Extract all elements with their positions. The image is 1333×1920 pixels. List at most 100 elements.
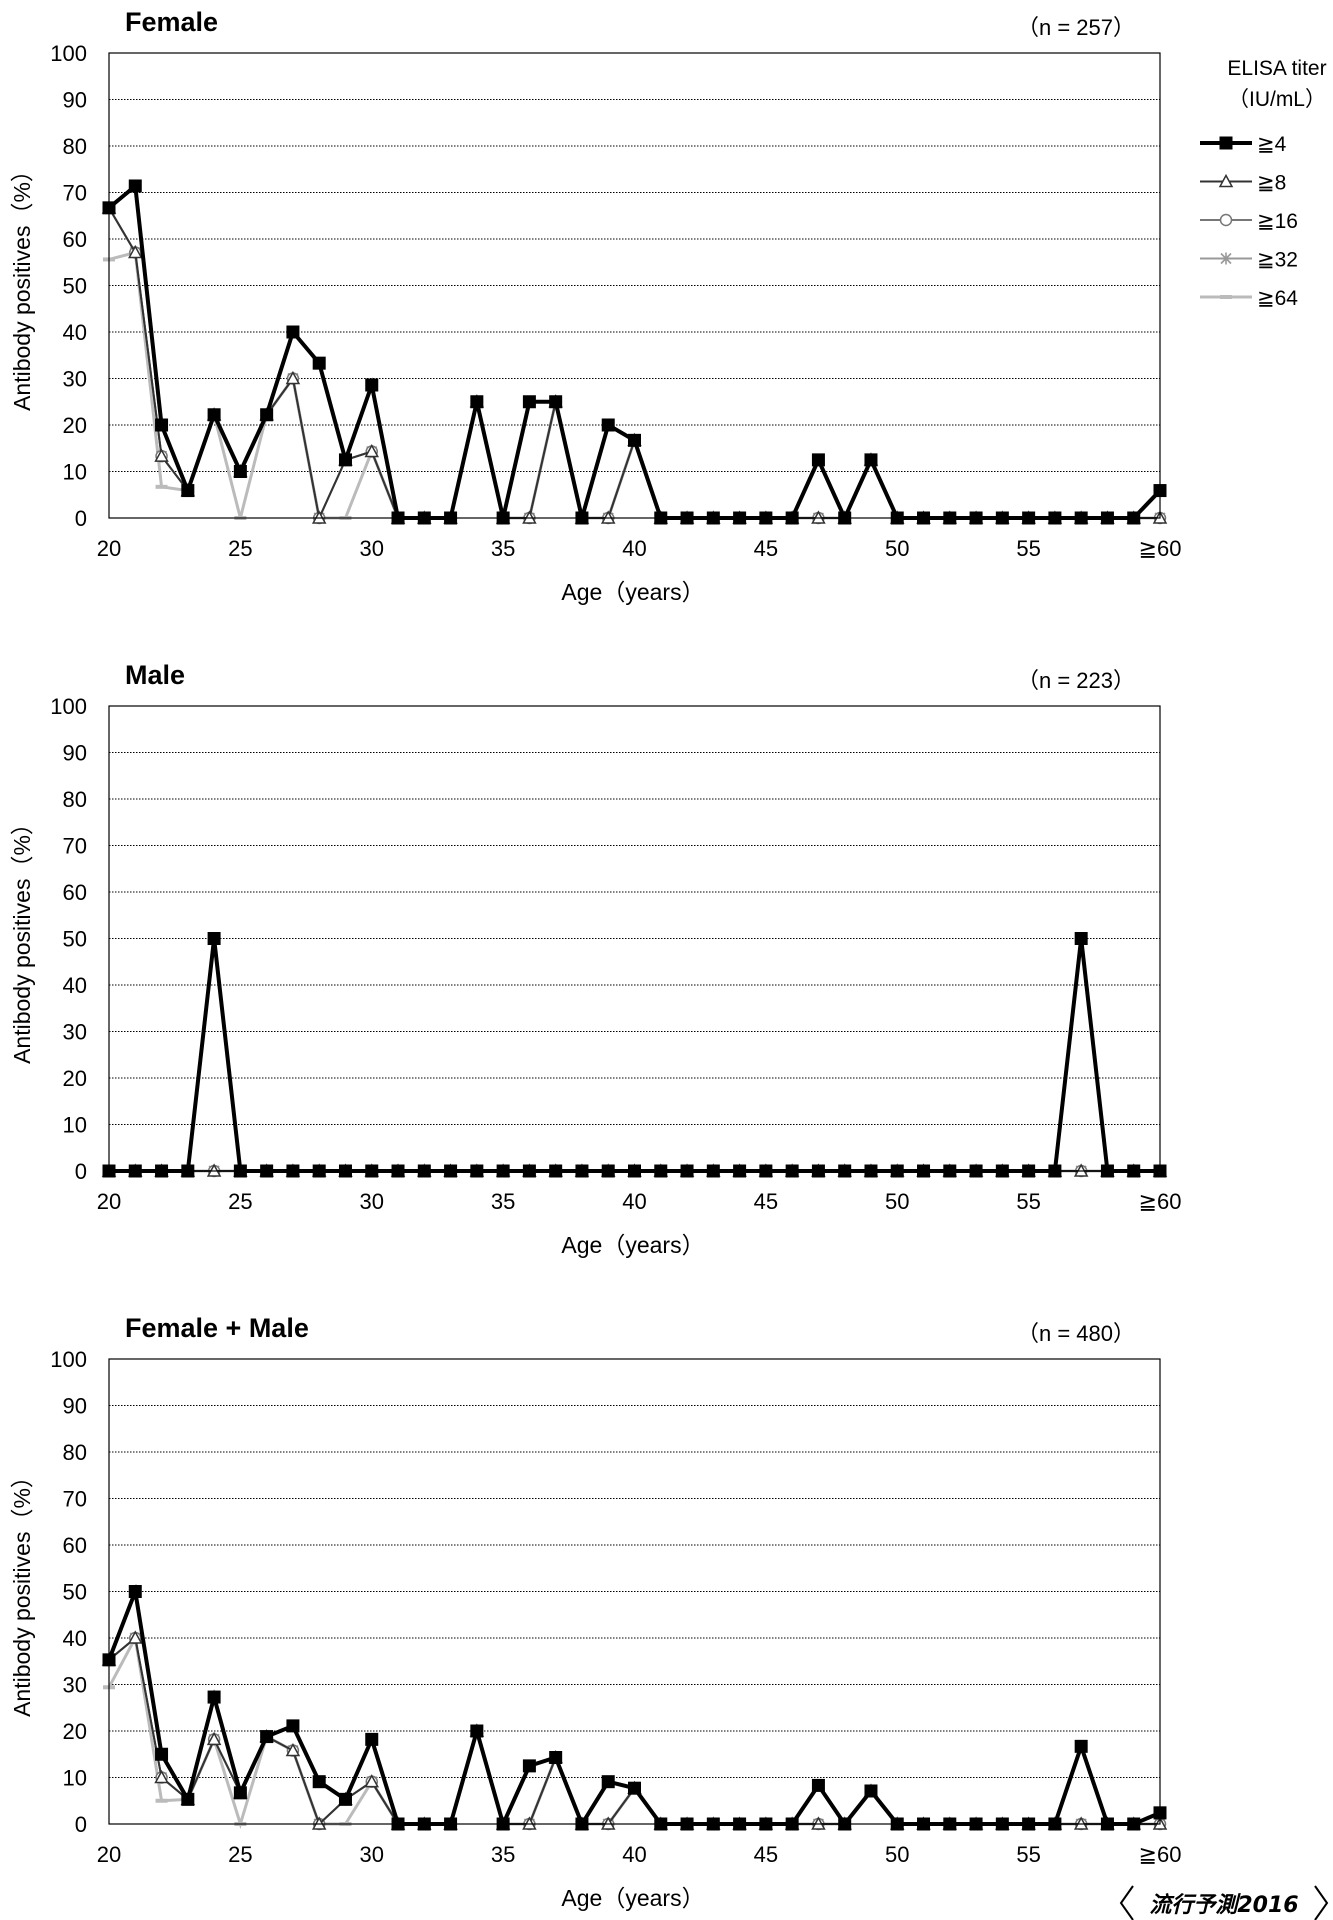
series-0 (102, 932, 1167, 1178)
data-point (155, 418, 169, 432)
legend-label: ≧16 (1257, 210, 1298, 233)
legend-title: ELISA titer (1227, 57, 1326, 80)
series-line (107, 182, 1162, 523)
x-tick-label: 35 (491, 536, 515, 561)
x-tick-label: 40 (622, 1842, 646, 1867)
y-tick-label: 80 (63, 787, 87, 812)
sample-size-label: （n = 223） (1017, 668, 1135, 693)
legend-label: ≧8 (1257, 172, 1286, 195)
data-point (522, 395, 536, 409)
chart-male: Male （n = 223） Age（years） Antibody posit… (9, 660, 1181, 1258)
sample-size-label: （n = 480） (1017, 1321, 1135, 1346)
y-tick-label: 100 (50, 694, 87, 719)
series-4 (103, 250, 1166, 520)
data-point (285, 370, 301, 385)
data-point (811, 453, 825, 467)
y-tick-label: 20 (63, 1066, 87, 1091)
y-tick-label: 70 (63, 181, 87, 206)
data-point (206, 1731, 222, 1746)
y-tick-label: 100 (50, 1347, 87, 1372)
x-tick-label: ≧60 (1139, 1189, 1182, 1214)
plot-frame (108, 705, 1161, 1172)
data-point (128, 244, 143, 259)
data-point (181, 1792, 195, 1806)
data-point (207, 932, 221, 945)
y-tick-label: 100 (50, 41, 87, 66)
data-point (207, 408, 221, 422)
data-point (864, 453, 878, 467)
data-point (365, 1732, 379, 1746)
y-tick-label: 0 (75, 1812, 87, 1837)
x-tick-label: 25 (228, 536, 252, 561)
gridlines (109, 52, 1160, 519)
data-point (1074, 1739, 1088, 1753)
x-tick-label: 30 (360, 1842, 384, 1867)
y-axis-label: Antibody positives（%） (9, 159, 35, 411)
x-tick-labels: 20 25 30 35 40 45 50 55 ≧60 (97, 1189, 1182, 1214)
data-point (312, 356, 326, 370)
y-tick-label: 90 (63, 741, 87, 766)
data-point (364, 443, 380, 458)
chart-title: Female (125, 7, 218, 37)
series-lines (101, 1583, 1168, 1831)
legend-label: ≧64 (1257, 287, 1298, 310)
y-tick-label: 70 (63, 834, 87, 859)
data-point (155, 484, 168, 489)
data-point (155, 1747, 169, 1761)
data-point (181, 484, 195, 498)
y-tick-labels: 0 10 20 30 40 50 60 70 80 90 100 (50, 1347, 87, 1837)
data-point (128, 1585, 142, 1598)
x-axis-label: Age（years） (561, 579, 704, 605)
data-point (207, 1690, 221, 1704)
y-tick-label: 60 (63, 227, 87, 252)
data-point (338, 453, 352, 467)
x-tick-label: ≧60 (1139, 1842, 1182, 1867)
x-axis-label: Age（years） (561, 1232, 704, 1258)
y-tick-label: 40 (63, 973, 87, 998)
y-tick-label: 60 (63, 880, 87, 905)
legend-label: ≧32 (1257, 249, 1298, 272)
x-tick-label: 20 (97, 536, 121, 561)
x-tick-label: 25 (228, 1189, 252, 1214)
legend-item: ≧32 (1200, 249, 1298, 272)
data-point (128, 1630, 143, 1644)
x-tick-label: 45 (754, 1189, 778, 1214)
series-lines (101, 932, 1168, 1178)
publication-mark: 流行予測2016 (1119, 1885, 1329, 1920)
x-tick-label: 20 (97, 1189, 121, 1214)
y-tick-label: 90 (63, 88, 87, 113)
data-point (233, 465, 247, 478)
x-tick-label: 45 (754, 536, 778, 561)
gridlines (109, 705, 1160, 1172)
y-tick-label: 40 (63, 320, 87, 345)
sample-size-label: （n = 257） (1017, 15, 1135, 40)
y-tick-label: 30 (63, 1673, 87, 1698)
x-tick-label: 50 (885, 1842, 909, 1867)
legend-item: ≧16 (1200, 210, 1298, 233)
series-1 (101, 200, 1168, 524)
data-point (338, 1792, 352, 1806)
data-point (155, 1798, 168, 1803)
y-tick-label: 80 (63, 134, 87, 159)
y-tick-label: 30 (63, 1020, 87, 1045)
legend: ELISA titer （IU/mL） ≧4 ≧8 ≧16 ≧32 ≧64 (1200, 57, 1327, 310)
x-tick-labels: 20 25 30 35 40 45 50 55 ≧60 (97, 1842, 1182, 1867)
y-tick-label: 10 (63, 460, 87, 485)
y-tick-label: 20 (63, 413, 87, 438)
y-tick-label: 0 (75, 506, 87, 531)
data-point (601, 1775, 615, 1789)
x-tick-label: 25 (228, 1842, 252, 1867)
data-point (260, 408, 274, 422)
y-tick-label: 90 (63, 1394, 87, 1419)
legend-marker (1220, 295, 1232, 299)
series-line (108, 250, 1160, 520)
y-tick-label: 70 (63, 1487, 87, 1512)
x-tick-label: 50 (885, 1189, 909, 1214)
x-tick-label: 55 (1016, 1842, 1040, 1867)
y-tick-label: 30 (63, 367, 87, 392)
left-angle-bracket (1119, 1885, 1134, 1920)
plot-frame (108, 1358, 1161, 1825)
data-point (128, 179, 142, 193)
data-point (601, 418, 615, 432)
data-point (864, 1784, 878, 1798)
